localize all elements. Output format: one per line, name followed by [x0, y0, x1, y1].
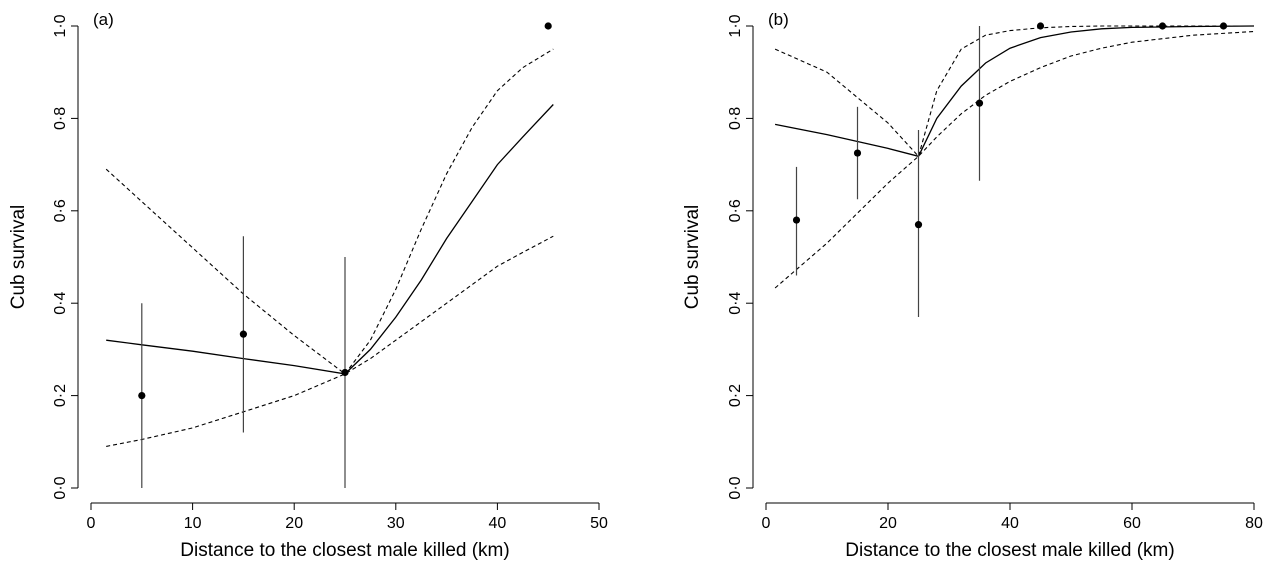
x-axis-title: Distance to the closest male killed (km): [845, 540, 1174, 561]
y-tick-label: 0·4: [52, 292, 69, 315]
y-tick-label: 1·0: [52, 14, 69, 37]
fitted-line: [106, 104, 554, 375]
data-point: [1219, 22, 1228, 30]
data-point: [544, 22, 552, 30]
y-tick-label: 1·0: [727, 14, 744, 37]
fitted-line: [774, 25, 1255, 158]
x-tick-label: 20: [879, 515, 897, 532]
x-tick-label: 10: [184, 515, 202, 532]
x-tick-label: 40: [489, 515, 507, 532]
y-tick-label: 0·2: [52, 384, 69, 407]
data-point: [1036, 22, 1045, 30]
y-tick-label: 0·4: [727, 292, 744, 315]
y-tick-label: 0·6: [52, 199, 69, 222]
data-point: [239, 330, 247, 338]
x-axis-title: Distance to the closest male killed (km): [180, 540, 509, 561]
y-axis-title: Cub survival: [8, 205, 29, 310]
x-tick-label: 50: [590, 515, 608, 532]
panel-a: 0 10 20 30 40 50 0·0 0·2 0·4 0·6 0·8 1·0 Distance to…: [8, 10, 608, 561]
y-tick-label: 0·2: [727, 384, 744, 407]
x-tick-label: 60: [1123, 515, 1141, 532]
panel-label: (a): [93, 10, 114, 29]
x-tick-label: 80: [1245, 515, 1263, 532]
data-point: [975, 99, 984, 107]
data-point: [853, 149, 862, 157]
panel-label: (b): [768, 10, 789, 29]
y-tick-label: 0·8: [727, 107, 744, 130]
upper-ci-line: [105, 48, 554, 375]
data-point: [1158, 22, 1167, 30]
x-tick-label: 20: [285, 515, 303, 532]
y-tick-label: 0·8: [52, 107, 69, 130]
data-point: [792, 216, 801, 224]
data-point: [341, 368, 349, 377]
y-tick-label: 0·0: [727, 476, 744, 499]
data-point: [914, 221, 923, 229]
x-tick-label: 0: [762, 515, 771, 532]
x-tick-label: 0: [87, 515, 96, 532]
data-point: [138, 392, 146, 400]
panel-b: 0 20 40 60 80 0·0 0·2 0·4 0·6 0·8 1·0 Distance to t…: [682, 10, 1263, 561]
x-tick-label: 40: [1001, 515, 1019, 532]
lower-ci-line: [774, 30, 1255, 289]
y-tick-label: 0·0: [52, 476, 69, 499]
lower-ci-line: [106, 235, 554, 447]
upper-ci-line: [774, 25, 1254, 158]
x-tick-label: 30: [387, 515, 405, 532]
y-tick-label: 0·6: [727, 199, 744, 222]
y-axis-title: Cub survival: [682, 205, 703, 310]
